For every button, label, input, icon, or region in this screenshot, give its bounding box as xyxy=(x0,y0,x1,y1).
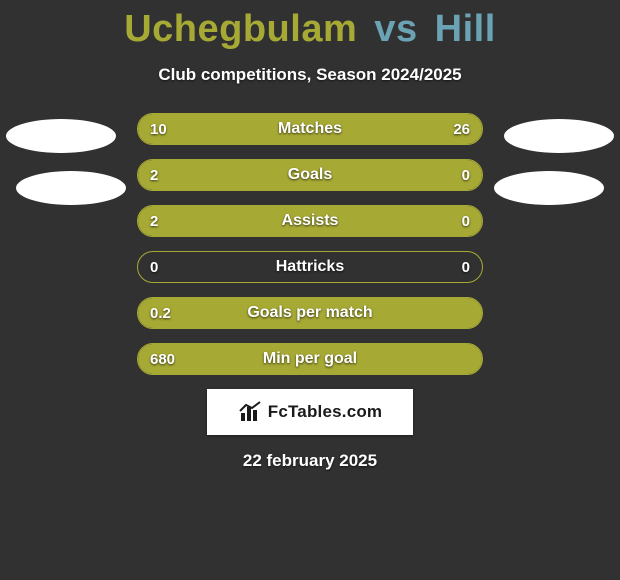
stat-value-left: 0 xyxy=(150,252,158,282)
vs-text: vs xyxy=(374,8,417,50)
stat-fill-left xyxy=(138,206,399,236)
stat-value-right: 0 xyxy=(462,160,470,190)
stat-fill-left xyxy=(138,344,482,374)
stat-value-right: 26 xyxy=(453,114,470,144)
subtitle: Club competitions, Season 2024/2025 xyxy=(0,65,620,85)
chart-area: 1026Matches20Goals20Assists00Hattricks0.… xyxy=(0,113,620,375)
stat-fill-left xyxy=(138,160,399,190)
stat-row: 0.2Goals per match xyxy=(137,297,483,329)
date-text: 22 february 2025 xyxy=(0,451,620,471)
stat-value-left: 2 xyxy=(150,206,158,236)
stat-value-right: 0 xyxy=(462,206,470,236)
brand-text: FcTables.com xyxy=(268,402,383,422)
stat-row: 680Min per goal xyxy=(137,343,483,375)
stat-row: 1026Matches xyxy=(137,113,483,145)
player2-badge-2 xyxy=(494,171,604,205)
stat-label: Hattricks xyxy=(138,252,482,282)
stat-fill-left xyxy=(138,298,482,328)
stat-row: 0 0Hattricks xyxy=(137,251,483,283)
player1-badge-2 xyxy=(16,171,126,205)
brand-badge: FcTables.com xyxy=(207,389,413,435)
player2-badge-1 xyxy=(504,119,614,153)
stat-bars: 1026Matches20Goals20Assists00Hattricks0.… xyxy=(137,113,483,375)
stat-value-left: 2 xyxy=(150,160,158,190)
stat-value-left: 680 xyxy=(150,344,175,374)
stat-value-right: 0 xyxy=(462,252,470,282)
player2-name: Hill xyxy=(435,8,496,50)
player1-name: Uchegbulam xyxy=(124,8,357,50)
comparison-title: Uchegbulam vs Hill xyxy=(0,0,620,51)
stat-value-left: 0.2 xyxy=(150,298,171,328)
stat-row: 20Goals xyxy=(137,159,483,191)
stat-row: 20Assists xyxy=(137,205,483,237)
stat-fill-right xyxy=(231,114,482,144)
player1-badge-1 xyxy=(6,119,116,153)
stat-value-left: 10 xyxy=(150,114,167,144)
brand-icon xyxy=(238,401,264,423)
